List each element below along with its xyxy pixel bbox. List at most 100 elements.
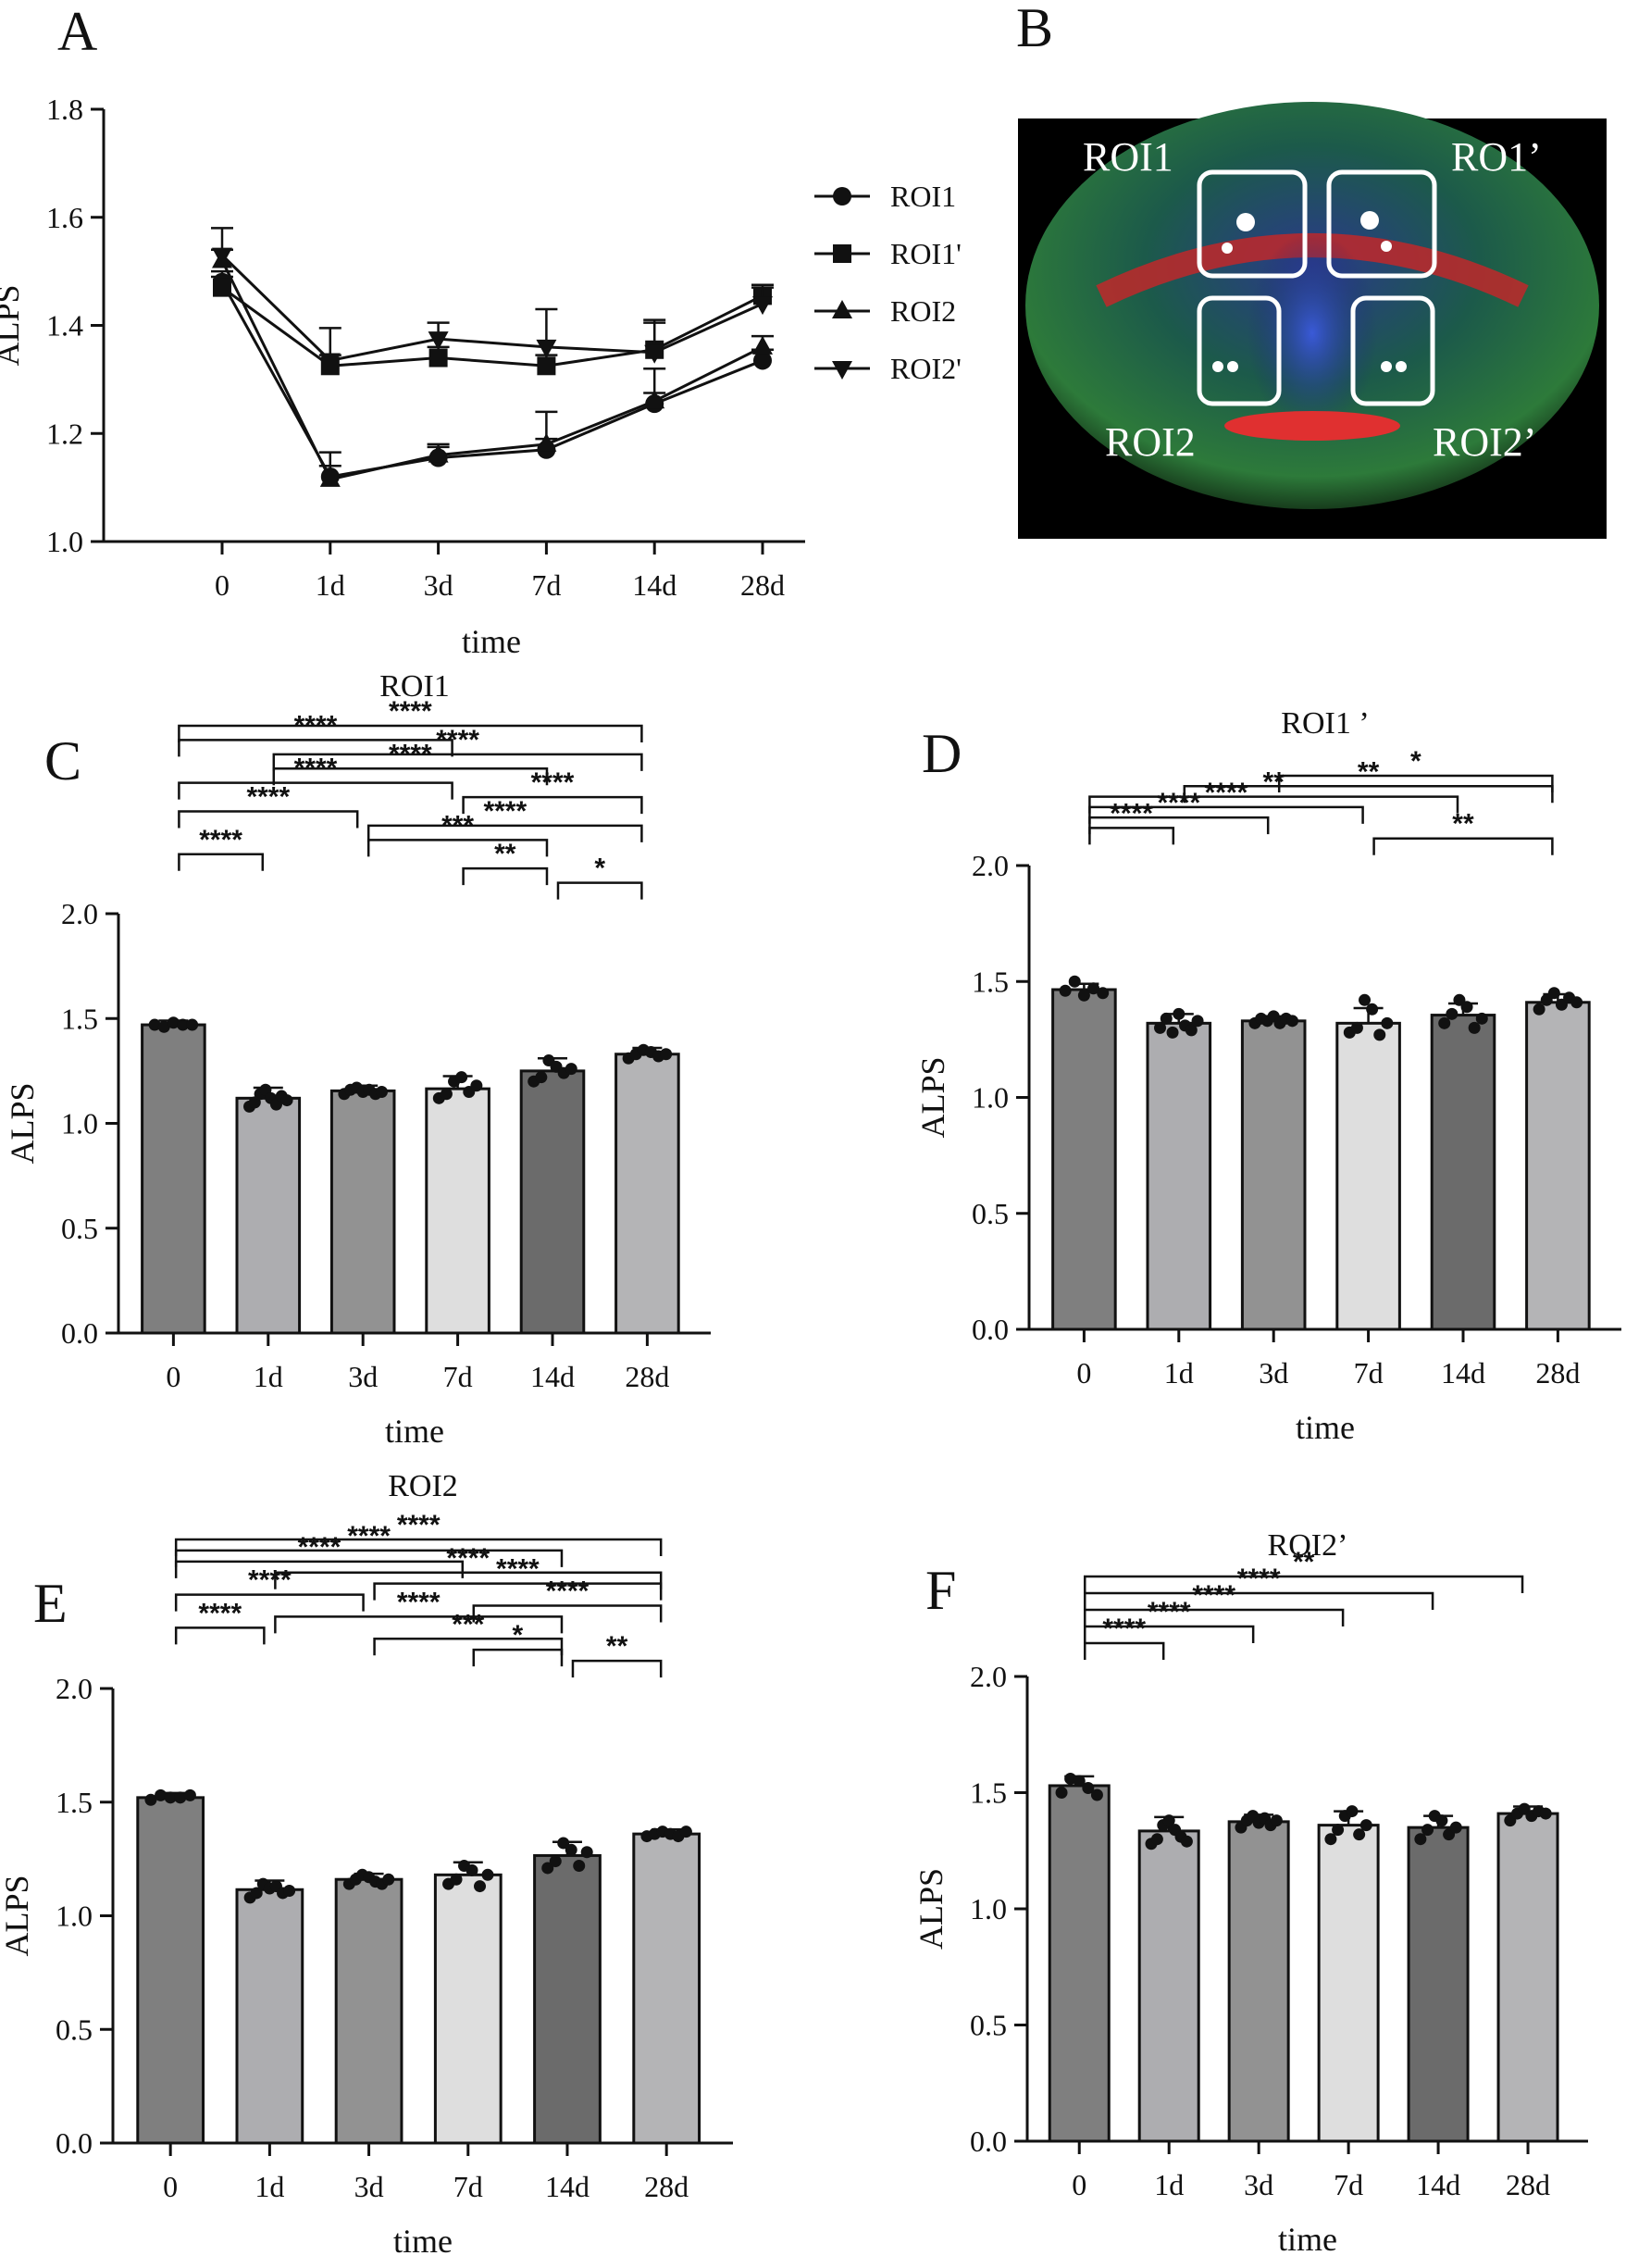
significance-label: *** xyxy=(452,1609,484,1639)
roi-marker-dot xyxy=(1227,361,1238,372)
sample-point xyxy=(1160,1012,1173,1025)
x-tick-label: 3d xyxy=(1244,2168,1273,2201)
sample-point xyxy=(157,1020,170,1033)
bar-1d xyxy=(235,1096,302,1335)
y-axis-title: ALPS xyxy=(4,1082,41,1164)
sample-point xyxy=(1285,1015,1298,1028)
panel-letter-d: D xyxy=(922,723,962,784)
sample-point xyxy=(1077,989,1090,1002)
significance-bracket xyxy=(178,739,453,757)
legend-marker xyxy=(832,361,852,380)
roi-marker-dot xyxy=(1396,361,1407,372)
significance-label: * xyxy=(1410,746,1421,777)
y-tick-label: 0.5 xyxy=(970,2009,1007,2042)
sample-point xyxy=(1449,1821,1462,1834)
bar-0 xyxy=(136,1796,205,2145)
significance-label: **** xyxy=(389,739,432,769)
sample-point xyxy=(1359,993,1372,1006)
sample-point xyxy=(565,1063,577,1076)
sample-point xyxy=(148,1018,161,1031)
roi1-box xyxy=(1197,169,1308,279)
legend-label: ROI1 xyxy=(890,180,956,213)
significance-label: **** xyxy=(1102,1614,1146,1644)
significance-bracket xyxy=(274,1571,663,1589)
roi1-prime-box xyxy=(1326,169,1437,279)
significance-label: **** xyxy=(446,1543,490,1574)
x-tick-label: 7d xyxy=(1354,1356,1384,1389)
y-tick-label: 1.2 xyxy=(46,417,83,450)
bar-28d xyxy=(1496,1812,1559,2143)
x-tick-label: 3d xyxy=(424,568,453,602)
significance-label: **** xyxy=(347,1521,391,1551)
significance-bracket xyxy=(472,1648,564,1667)
sample-point xyxy=(474,1880,487,1893)
significance-bracket xyxy=(571,1659,663,1678)
data-point xyxy=(644,344,665,364)
y-tick-label: 1.0 xyxy=(56,1900,93,1933)
sample-point xyxy=(565,1843,577,1856)
chart-title: ROI2 xyxy=(388,1469,458,1503)
significance-bracket xyxy=(174,1560,465,1578)
sample-point xyxy=(541,1862,554,1875)
significance-label: **** xyxy=(1110,798,1153,829)
data-point xyxy=(428,331,449,351)
sample-point xyxy=(440,1088,453,1101)
data-point xyxy=(536,432,557,452)
sample-point xyxy=(1073,1775,1086,1788)
bar-1d xyxy=(1137,1829,1200,2143)
sample-point xyxy=(1438,1016,1451,1029)
data-point xyxy=(213,278,231,297)
x-tick-label: 28d xyxy=(644,2170,689,2203)
x-tick-label: 28d xyxy=(625,1360,669,1393)
y-tick-label: 0.5 xyxy=(56,2013,93,2046)
x-tick-label: 0 xyxy=(1076,1356,1091,1389)
sample-point xyxy=(1191,1015,1204,1028)
sample-point xyxy=(1090,1788,1103,1801)
sample-point xyxy=(1421,1824,1434,1837)
significance-label: **** xyxy=(298,1532,341,1563)
sample-point xyxy=(1059,984,1072,997)
bar-7d xyxy=(1335,1021,1401,1331)
significance-label: **** xyxy=(246,782,290,813)
x-tick-label: 1d xyxy=(1164,1356,1194,1389)
chart-title: ROI1 ’ xyxy=(1281,706,1369,741)
sample-point xyxy=(481,1868,494,1881)
significance-bracket xyxy=(174,1549,564,1567)
sample-point xyxy=(1381,1016,1394,1029)
sample-point xyxy=(466,1863,478,1876)
x-tick-label: 28d xyxy=(740,568,785,602)
sample-point xyxy=(375,1086,388,1099)
y-tick-label: 0.5 xyxy=(972,1197,1009,1230)
significance-label: **** xyxy=(531,767,575,798)
significance-label: **** xyxy=(483,796,527,827)
y-tick-label: 2.0 xyxy=(61,897,98,930)
sample-point xyxy=(1475,1012,1488,1025)
data-point xyxy=(319,467,341,487)
bar-14d xyxy=(519,1069,586,1335)
significance-bracket xyxy=(373,1582,663,1601)
significance-bracket xyxy=(1277,774,1554,792)
significance-label: **** xyxy=(397,1510,441,1540)
x-tick-label: 0 xyxy=(166,1360,180,1393)
significance-bracket xyxy=(174,1593,365,1612)
sample-point xyxy=(1332,1824,1345,1837)
bar-0 xyxy=(141,1023,206,1335)
y-tick-label: 1.5 xyxy=(972,965,1009,998)
bar-14d xyxy=(533,1853,602,2145)
x-tick-label: 7d xyxy=(453,2170,483,2203)
roi-marker-dot xyxy=(1381,241,1392,252)
chart-f-bar: F 0.0 0.5 1.0 1.5 2.0 ALPS ROI2’ 0 1d 3d 7d 14d 28d ti… xyxy=(912,1528,1588,2258)
sample-point xyxy=(679,1826,692,1838)
significance-label: ** xyxy=(1358,756,1380,787)
sample-point xyxy=(250,1887,263,1900)
sample-point xyxy=(1533,1003,1545,1016)
significance-label: ** xyxy=(606,1631,628,1662)
x-tick-label: 28d xyxy=(1535,1356,1580,1389)
y-tick-label: 1.0 xyxy=(970,1892,1007,1925)
x-tick-label: 7d xyxy=(1334,2168,1363,2201)
significance-bracket xyxy=(373,1638,564,1656)
sample-point xyxy=(549,1855,562,1868)
sample-point xyxy=(1166,1026,1179,1039)
significance-bracket xyxy=(1088,816,1270,835)
significance-bracket xyxy=(174,1538,663,1556)
